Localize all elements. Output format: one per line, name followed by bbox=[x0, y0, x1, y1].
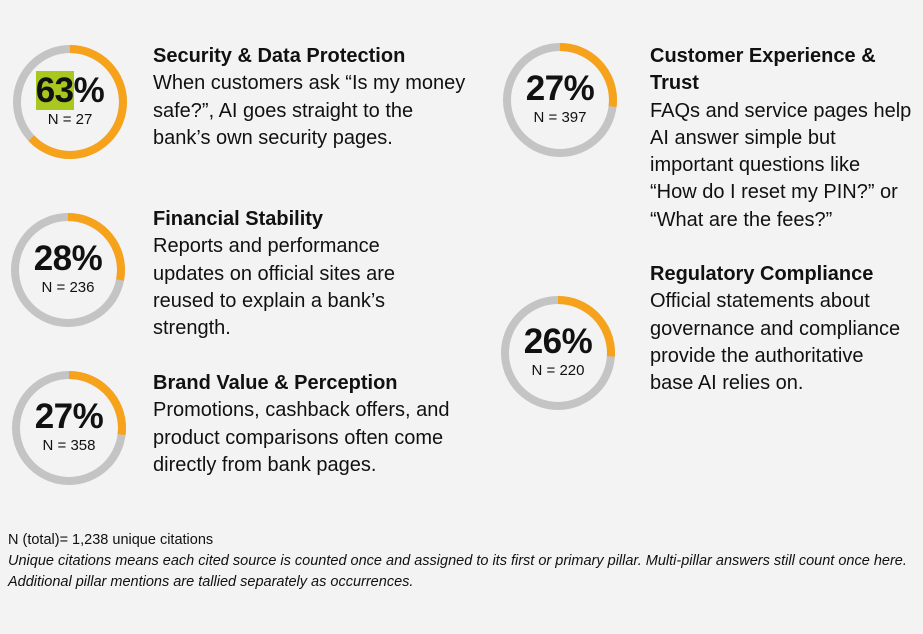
text-block-brand: Brand Value & Perception Promotions, cas… bbox=[153, 370, 478, 479]
percent-highlight: 63 bbox=[35, 71, 74, 110]
footer-total: N (total)= 1,238 unique citations bbox=[8, 532, 214, 548]
donut-svg-regulatory bbox=[501, 296, 615, 410]
donut-svg-financial bbox=[11, 213, 125, 327]
percent-label-brand: 27% bbox=[34, 397, 104, 436]
title-regulatory: Regulatory Compliance bbox=[650, 263, 874, 285]
text-block-regulatory: Regulatory Compliance Official statement… bbox=[650, 261, 912, 397]
n-label-financial: N = 236 bbox=[41, 279, 95, 296]
description-regulatory: Official statements about governance and… bbox=[650, 290, 901, 395]
donut-arc-security bbox=[13, 45, 127, 159]
footer: N (total)= 1,238 unique citations Unique… bbox=[8, 530, 908, 593]
percent-label-customer: 27% bbox=[525, 69, 595, 108]
text-block-financial: Financial Stability Reports and performa… bbox=[153, 206, 443, 342]
percent-sign: % bbox=[73, 71, 105, 110]
donut-svg-customer bbox=[503, 43, 617, 157]
title-brand: Brand Value & Perception bbox=[153, 372, 398, 394]
donut-arc-brand bbox=[12, 371, 126, 485]
description-brand: Promotions, cashback offers, and product… bbox=[153, 399, 450, 476]
donut-security: 63% N = 27 bbox=[10, 42, 130, 162]
donut-regulatory: 26% N = 220 bbox=[498, 293, 618, 413]
n-label-security: N = 27 bbox=[47, 111, 93, 128]
text-block-security: Security & Data Protection When customer… bbox=[153, 43, 473, 152]
donut-customer: 27% N = 397 bbox=[500, 40, 620, 160]
n-label-brand: N = 358 bbox=[42, 437, 96, 454]
footer-note: Unique citations means each cited source… bbox=[8, 553, 907, 590]
description-customer: FAQs and service pages help AI answer si… bbox=[650, 99, 912, 231]
donut-arc-customer bbox=[503, 43, 617, 157]
title-security: Security & Data Protection bbox=[153, 45, 406, 67]
donut-financial: 28% N = 236 bbox=[8, 210, 128, 330]
percent-label-regulatory: 26% bbox=[523, 322, 593, 361]
description-financial: Reports and performance updates on offic… bbox=[153, 235, 396, 340]
donut-svg-brand bbox=[12, 371, 126, 485]
percent-label-security: 63% bbox=[10, 71, 130, 110]
donut-brand: 27% N = 358 bbox=[9, 368, 129, 488]
donut-svg-security bbox=[13, 45, 127, 159]
donut-arc-financial bbox=[11, 213, 125, 327]
title-customer: Customer Experience & Trust bbox=[650, 45, 876, 95]
n-label-customer: N = 397 bbox=[533, 109, 587, 126]
donut-arc-regulatory bbox=[501, 296, 615, 410]
percent-label-financial: 28% bbox=[33, 239, 103, 278]
description-security: When customers ask “Is my money safe?”, … bbox=[153, 72, 466, 149]
text-block-customer: Customer Experience & Trust FAQs and ser… bbox=[650, 43, 912, 234]
n-label-regulatory: N = 220 bbox=[531, 362, 585, 379]
title-financial: Financial Stability bbox=[153, 208, 324, 230]
